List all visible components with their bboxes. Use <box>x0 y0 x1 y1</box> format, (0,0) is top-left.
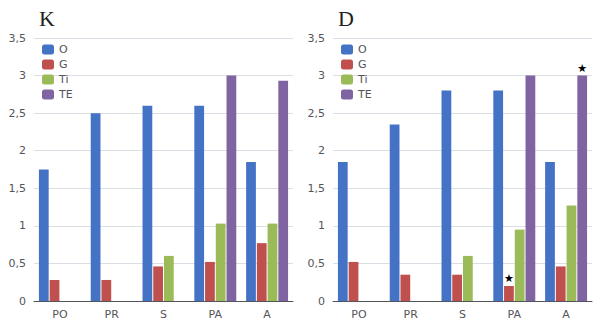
svg-text:O: O <box>59 43 68 56</box>
svg-text:Ti: Ti <box>357 73 367 86</box>
svg-text:1: 1 <box>318 219 325 232</box>
svg-text:PR: PR <box>404 308 419 321</box>
svg-text:★: ★ <box>577 62 587 75</box>
svg-text:0,5: 0,5 <box>9 257 27 270</box>
svg-text:1,5: 1,5 <box>9 182 27 195</box>
svg-text:0,5: 0,5 <box>308 257 326 270</box>
svg-text:0: 0 <box>19 295 26 308</box>
svg-text:K: K <box>39 6 55 31</box>
svg-text:1,5: 1,5 <box>308 182 326 195</box>
svg-text:S: S <box>459 308 466 321</box>
svg-text:3: 3 <box>318 69 325 82</box>
svg-text:PR: PR <box>105 308 120 321</box>
svg-text:G: G <box>358 58 367 71</box>
svg-text:★: ★ <box>504 272 514 285</box>
svg-text:PA: PA <box>508 308 522 321</box>
svg-text:3,5: 3,5 <box>9 32 27 45</box>
svg-text:S: S <box>160 308 167 321</box>
svg-text:2: 2 <box>318 144 325 157</box>
svg-text:D: D <box>338 6 354 31</box>
svg-text:2: 2 <box>19 144 26 157</box>
svg-text:O: O <box>358 43 367 56</box>
svg-text:PO: PO <box>52 308 68 321</box>
svg-text:A: A <box>263 308 271 321</box>
svg-text:PA: PA <box>209 308 223 321</box>
svg-text:TE: TE <box>58 88 73 101</box>
svg-text:3: 3 <box>19 69 26 82</box>
svg-text:1: 1 <box>19 219 26 232</box>
svg-text:Ti: Ti <box>58 73 68 86</box>
svg-text:0: 0 <box>318 295 325 308</box>
svg-text:PO: PO <box>351 308 367 321</box>
svg-text:3,5: 3,5 <box>308 32 326 45</box>
svg-text:A: A <box>562 308 570 321</box>
svg-text:2,5: 2,5 <box>308 107 326 120</box>
svg-text:G: G <box>59 58 68 71</box>
svg-text:2,5: 2,5 <box>9 107 27 120</box>
svg-text:TE: TE <box>357 88 372 101</box>
